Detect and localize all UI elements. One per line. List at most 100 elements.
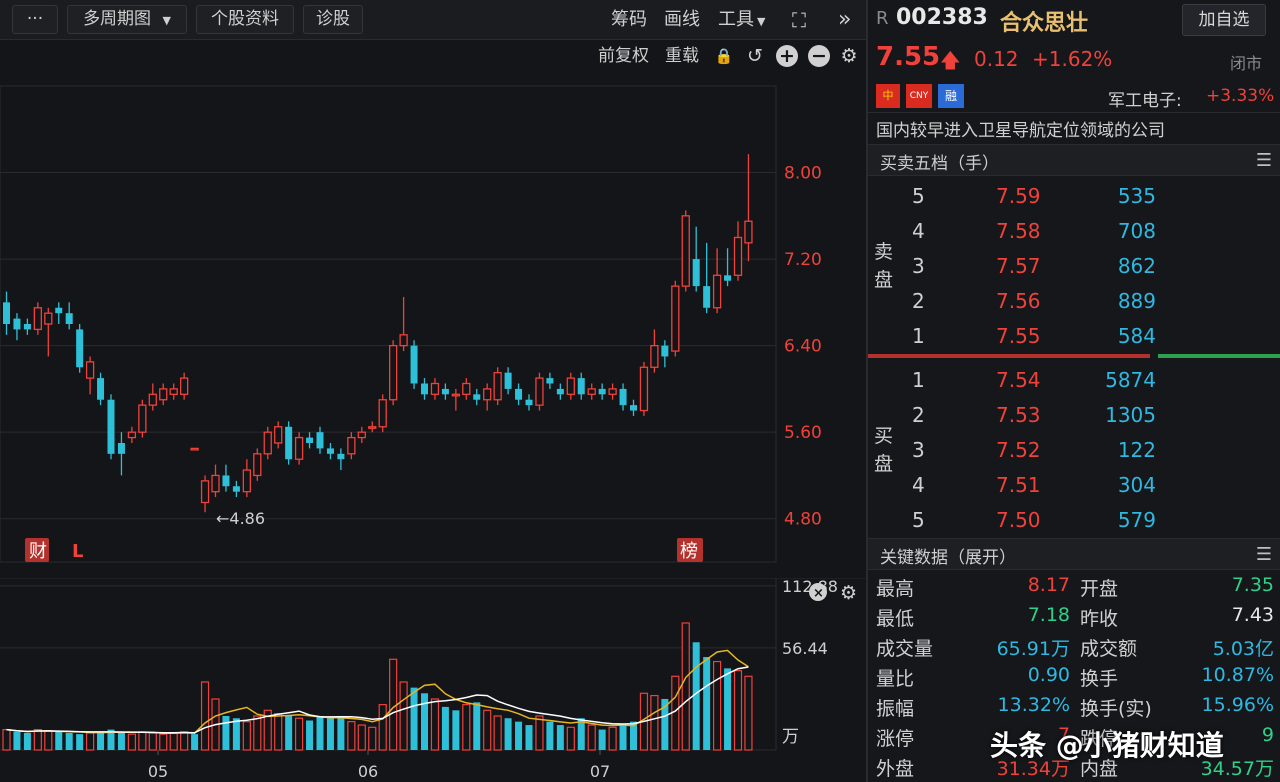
company-description: 国内较早进入卫星导航定位领域的公司 [876, 121, 1165, 141]
volume-bar [232, 718, 240, 750]
chips-button[interactable]: 筹码 [611, 9, 647, 30]
candle [200, 475, 210, 513]
draw-button[interactable]: 画线 [664, 9, 700, 30]
volume-bar [263, 709, 272, 751]
close-icon[interactable] [809, 583, 827, 601]
settings-icon[interactable]: ⚙ [840, 45, 858, 67]
collapse-icon[interactable]: » [838, 7, 852, 32]
keydata-label: 量比 [876, 668, 915, 690]
candle-body [483, 388, 492, 401]
keydata-value: 7.43 [1231, 604, 1274, 626]
volume-bar [681, 622, 690, 751]
multi-period-button[interactable]: 多周期图 ▼ [67, 5, 187, 34]
volume-bar [619, 725, 627, 750]
zoom-in-icon[interactable]: + [776, 45, 798, 67]
volume-bar [515, 721, 523, 750]
l-badge[interactable]: L [72, 541, 83, 562]
list-badge-bg[interactable] [677, 538, 703, 562]
candle-body [357, 431, 366, 439]
chevron-down-icon: ▼ [757, 15, 766, 28]
date-tick-label: 05 [148, 762, 168, 781]
candle-body [127, 431, 137, 439]
candle [473, 388, 481, 406]
volume-bar [724, 668, 732, 750]
candle-body [388, 344, 398, 401]
candle [608, 383, 617, 400]
candle-body [138, 404, 147, 433]
stock-info-button[interactable]: 个股资料 [196, 5, 294, 34]
zoom-out-icon[interactable]: − [808, 45, 830, 67]
candle [577, 372, 585, 400]
ask-level: 3 [912, 254, 925, 278]
keydata-value: 0.90 [1027, 664, 1070, 686]
lock-icon[interactable]: 🔒 [714, 47, 734, 65]
close-icon-glyph: × [813, 586, 824, 601]
volume-bar [566, 726, 575, 751]
diagnosis-button[interactable]: 诊股 [303, 5, 363, 34]
volume-bar [200, 681, 210, 751]
candle [556, 383, 564, 400]
candle-body [504, 372, 512, 389]
candle [546, 372, 554, 389]
candle [504, 367, 512, 395]
candle [451, 388, 461, 411]
volume-bar [608, 726, 617, 751]
volume-settings-icon[interactable]: ⚙ [840, 582, 857, 604]
volume-bar [242, 721, 251, 751]
candle [326, 443, 334, 460]
candle-body [222, 475, 230, 487]
volume-bar [462, 704, 471, 751]
date-tick-label: 07 [590, 762, 610, 781]
candle-body [493, 372, 502, 401]
bid-volume: 5874 [1105, 368, 1156, 392]
candle [337, 448, 345, 471]
ask-volume: 708 [1117, 219, 1156, 243]
orderbook-header[interactable]: 买卖五档（手） ☰ [868, 144, 1280, 176]
menu-icon[interactable]: ☰ [1255, 150, 1272, 171]
volume-bar [587, 724, 596, 751]
candle [159, 383, 168, 406]
chevron-down-icon: ▼ [162, 14, 171, 27]
menu-icon[interactable]: ☰ [1255, 544, 1272, 565]
tools-button[interactable]: 工具 ▼ [718, 6, 765, 34]
volume-bar [326, 718, 334, 750]
adjust-button[interactable]: 前复权 [598, 46, 649, 66]
list-badge[interactable]: 榜 [680, 541, 698, 562]
candle [294, 432, 304, 465]
price-tick-label: 7.20 [784, 250, 822, 270]
fullscreen-icon[interactable]: ⛶ [792, 8, 806, 32]
volume-bar [630, 721, 637, 750]
candle-body [546, 378, 554, 384]
candle-body [619, 388, 627, 406]
bid-price: 7.53 [996, 403, 1041, 427]
overlay-button[interactable]: 重载 [665, 46, 699, 66]
add-watchlist-button[interactable]: 加自选 [1182, 4, 1266, 36]
keydata-header[interactable]: 关键数据（展开） ☰ [868, 538, 1280, 570]
fin-badge-bg[interactable] [25, 538, 49, 562]
volume-bar [378, 704, 387, 751]
sell-ratio-bar [1157, 354, 1280, 358]
chart-subbar: 前复权 重载 [0, 40, 866, 72]
candle-body [44, 312, 53, 325]
volume-bar [117, 732, 125, 750]
arrow-up-icon: 🡅 [940, 48, 961, 72]
keydata-value: 13.32% [997, 694, 1070, 716]
candle [483, 383, 492, 411]
bid-price: 7.54 [996, 368, 1041, 392]
volume-bar [76, 734, 84, 750]
undo-icon[interactable]: ↺ [747, 45, 763, 67]
candle-body [724, 275, 732, 281]
volume-bar [159, 733, 168, 751]
volume-tick-label: 56.44 [782, 639, 828, 658]
fin-badge[interactable]: 财 [29, 541, 47, 562]
candlestick-chart[interactable]: 8.00 7.20 6.40 5.60 4.80 财 L 榜 ←4.86 [0, 72, 866, 577]
candle-body [473, 394, 481, 400]
candle-body [97, 378, 105, 400]
keydata-value: 31.34万 [996, 758, 1070, 780]
more-button[interactable]: ··· [12, 5, 58, 34]
candle [378, 394, 387, 433]
candle-body [661, 345, 669, 357]
volume-bar [410, 687, 418, 750]
sector-label[interactable]: 军工电子: [1108, 91, 1182, 111]
